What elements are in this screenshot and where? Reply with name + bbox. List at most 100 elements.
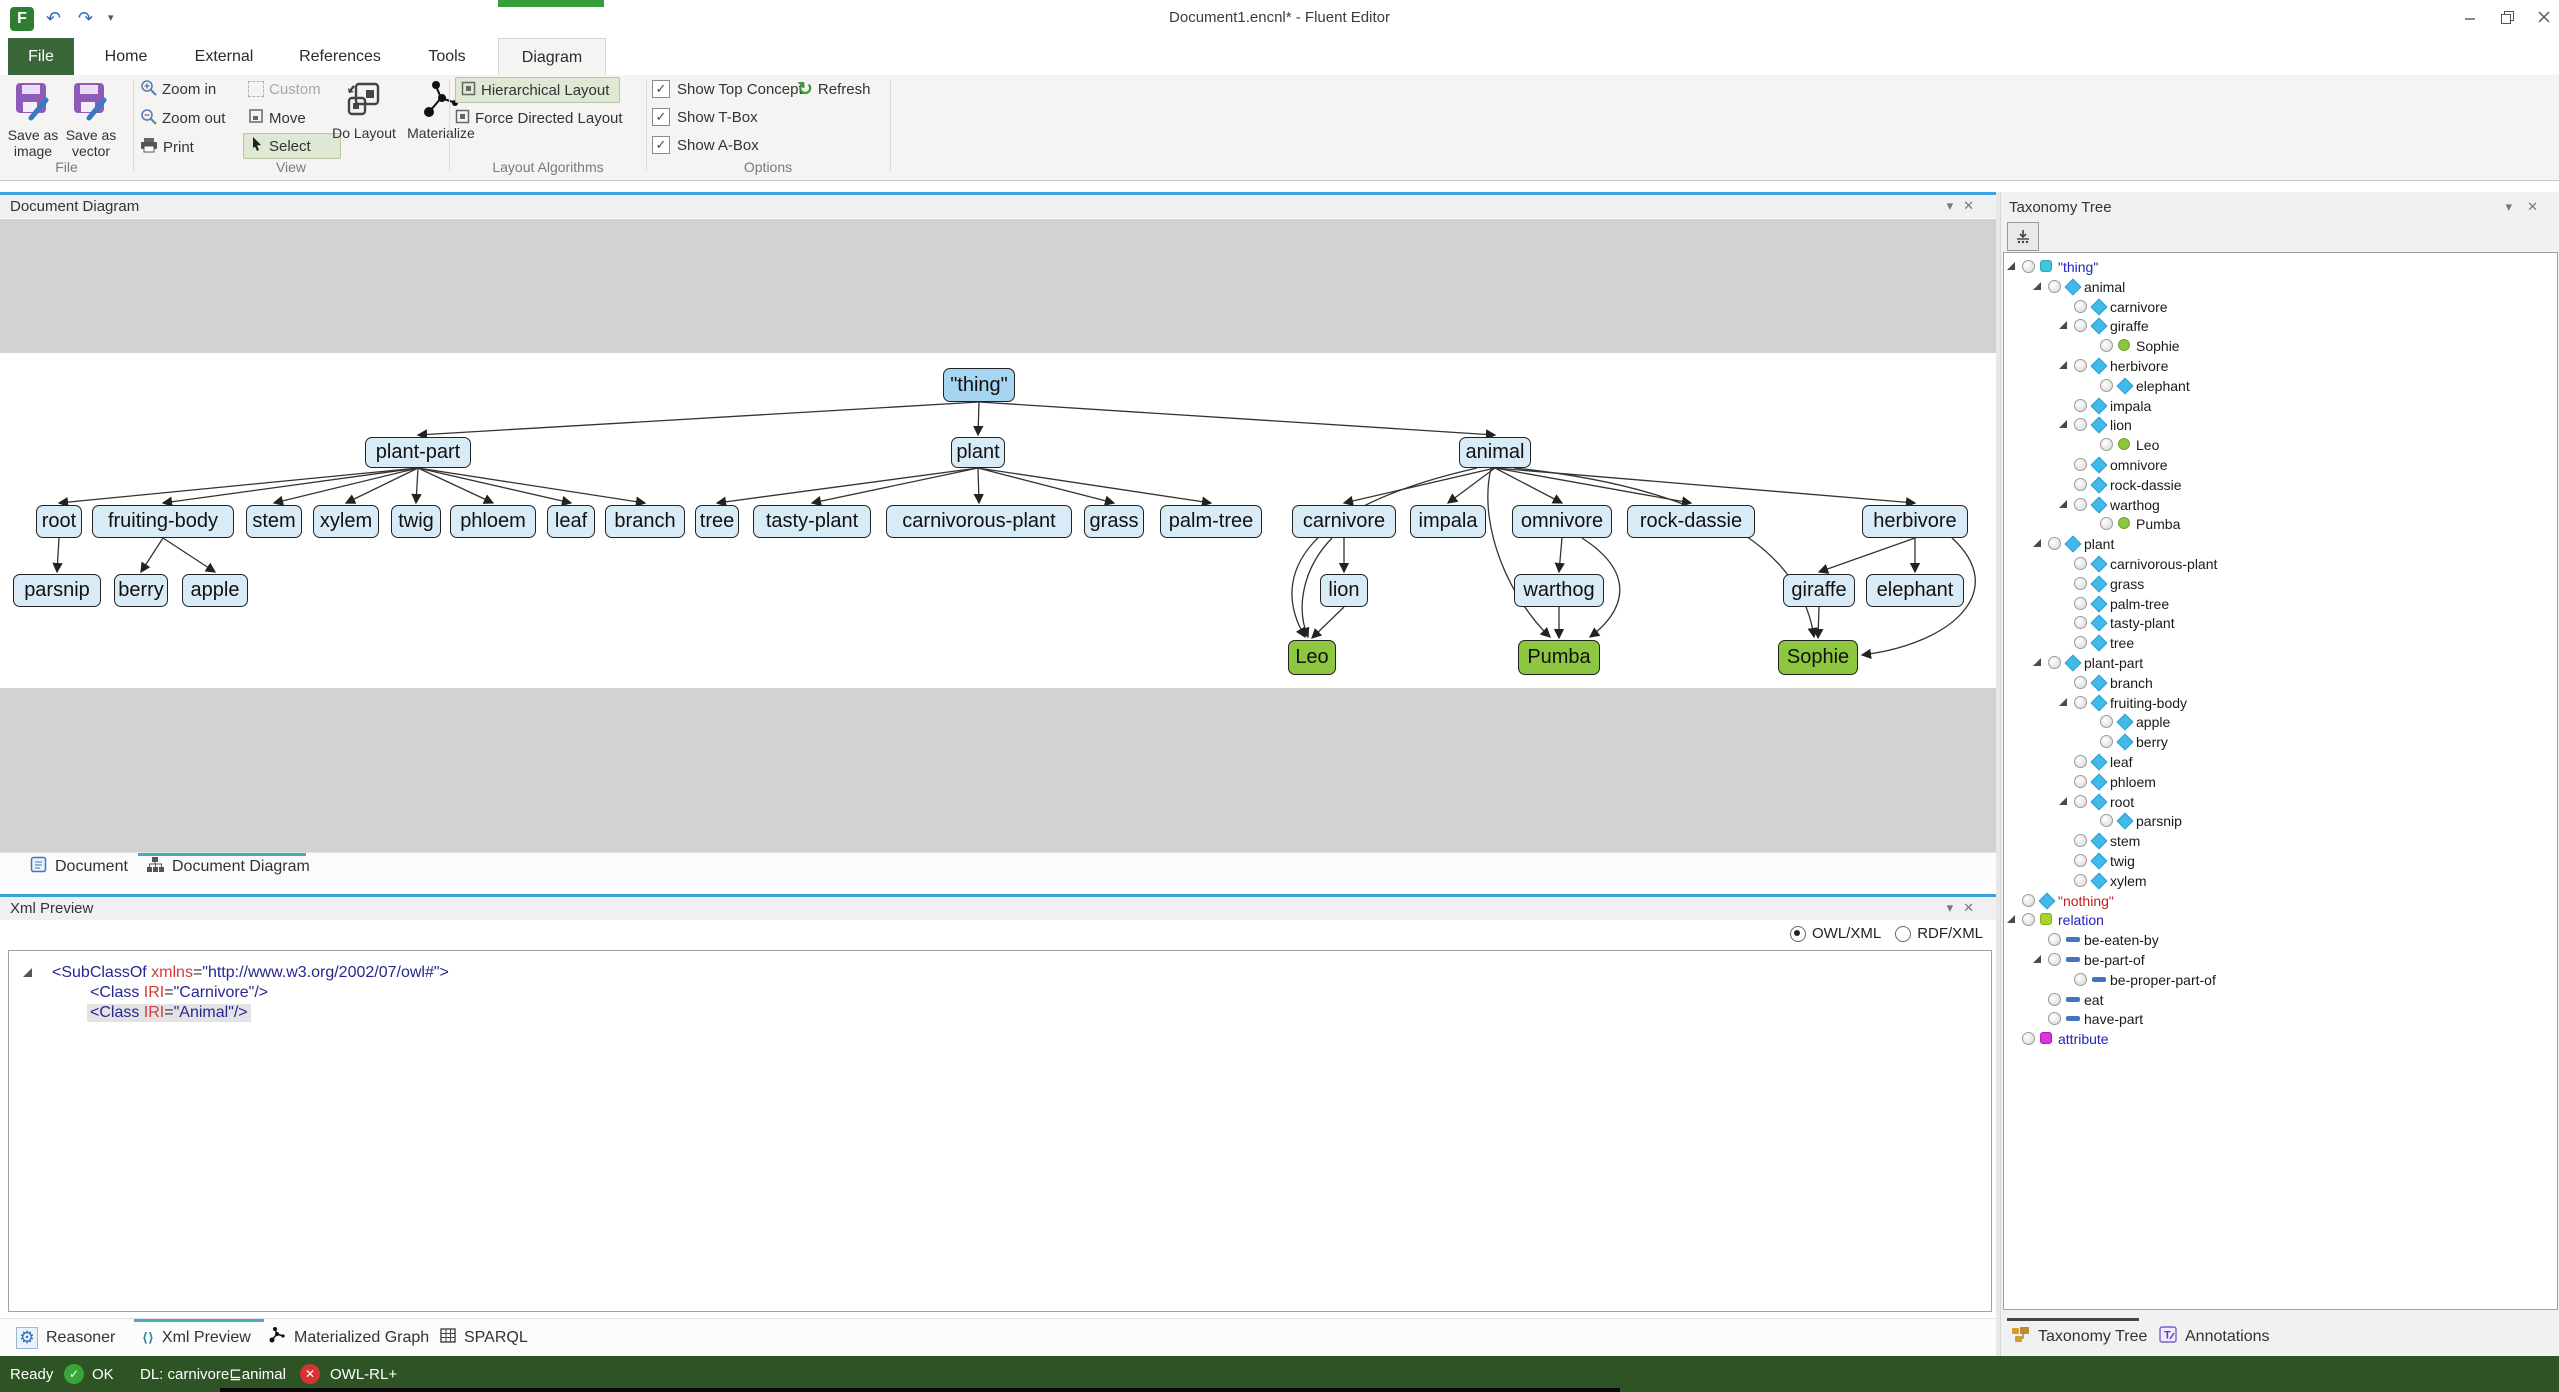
tab-annotations[interactable]: T Annotations <box>2159 1323 2270 1351</box>
tree-item-plant-part[interactable]: plant-part <box>2004 653 2554 672</box>
show-top-concept-checkbox[interactable]: ✓ Show Top Concept <box>652 77 803 101</box>
show-abox-checkbox[interactable]: ✓ Show A-Box <box>652 133 759 157</box>
tree-item-elephant[interactable]: elephant <box>2004 376 2554 395</box>
do-layout-button[interactable]: Do Layout <box>332 77 396 159</box>
tree-item-twig[interactable]: twig <box>2004 851 2554 870</box>
tree-radio[interactable] <box>2074 498 2087 511</box>
diagram-node-rock-dassie[interactable]: rock-dassie <box>1627 505 1755 538</box>
tab-sparql[interactable]: SPARQL <box>440 1324 528 1352</box>
tree-expander-icon[interactable] <box>2033 282 2041 290</box>
tree-radio[interactable] <box>2048 280 2061 293</box>
tree-item-carnivore[interactable]: carnivore <box>2004 297 2554 316</box>
tree-radio[interactable] <box>2074 458 2087 471</box>
tree-expander-icon[interactable] <box>2033 955 2041 963</box>
tree-radio[interactable] <box>2074 359 2087 372</box>
tree-item-branch[interactable]: branch <box>2004 673 2554 692</box>
tree-radio[interactable] <box>2074 696 2087 709</box>
zoom-in-button[interactable]: Zoom in <box>140 77 216 101</box>
tree-item-tree[interactable]: tree <box>2004 633 2554 652</box>
diagram-node-Pumba[interactable]: Pumba <box>1518 640 1600 675</box>
save-as-image-button[interactable]: Save as image <box>4 77 62 159</box>
diagram-node-omnivore[interactable]: omnivore <box>1512 505 1612 538</box>
tree-item-attribute[interactable]: attribute <box>2004 1029 2554 1048</box>
tab-materialized-graph[interactable]: Materialized Graph <box>268 1324 429 1352</box>
tree-item-herbivore[interactable]: herbivore <box>2004 356 2554 375</box>
tab-tools[interactable]: Tools <box>428 47 466 65</box>
tree-item-be-proper-part-of[interactable]: be-proper-part-of <box>2004 970 2554 989</box>
tab-external[interactable]: External <box>194 47 254 65</box>
diagram-node-palm-tree[interactable]: palm-tree <box>1160 505 1262 538</box>
tree-item-plant[interactable]: plant <box>2004 534 2554 553</box>
refresh-button[interactable]: ↻ Refresh <box>797 78 871 100</box>
diagram-node-grass[interactable]: grass <box>1084 505 1144 538</box>
tab-xml-preview[interactable]: ⟨⟩ Xml Preview <box>142 1329 251 1346</box>
diagram-node-lion[interactable]: lion <box>1320 574 1368 607</box>
diagram-node-impala[interactable]: impala <box>1410 505 1486 538</box>
custom-zoom-button[interactable]: Custom <box>248 77 321 101</box>
tree-item-lion[interactable]: lion <box>2004 415 2554 434</box>
tree-expander-icon[interactable] <box>2059 420 2067 428</box>
tree-radio[interactable] <box>2074 676 2087 689</box>
save-as-vector-button[interactable]: Save as vector <box>62 77 120 159</box>
diagram-node-twig[interactable]: twig <box>391 505 441 538</box>
tree-item-stem[interactable]: stem <box>2004 831 2554 850</box>
tree-radio[interactable] <box>2100 715 2113 728</box>
diagram-node-giraffe[interactable]: giraffe <box>1783 574 1855 607</box>
tree-item-palm-tree[interactable]: palm-tree <box>2004 594 2554 613</box>
tree-item-thing[interactable]: "thing" <box>2004 257 2554 276</box>
tree-item-parsnip[interactable]: parsnip <box>2004 811 2554 830</box>
tree-expander-icon[interactable] <box>2007 915 2015 923</box>
tree-item-tasty-plant[interactable]: tasty-plant <box>2004 613 2554 632</box>
tree-radio[interactable] <box>2074 597 2087 610</box>
vertical-splitter[interactable] <box>1996 192 2000 1356</box>
tree-item-impala[interactable]: impala <box>2004 396 2554 415</box>
tree-item-apple[interactable]: apple <box>2004 712 2554 731</box>
tree-radio[interactable] <box>2048 993 2061 1006</box>
diagram-node-Sophie[interactable]: Sophie <box>1778 640 1858 675</box>
tab-document-diagram[interactable]: Document Diagram <box>146 853 310 881</box>
diagram-node-leaf[interactable]: leaf <box>547 505 595 538</box>
tree-item-relation[interactable]: relation <box>2004 910 2554 929</box>
tree-radio[interactable] <box>2074 775 2087 788</box>
diagram-node-Leo[interactable]: Leo <box>1288 640 1336 675</box>
tree-expander-icon[interactable] <box>2059 698 2067 706</box>
diagram-node-thing[interactable]: "thing" <box>943 368 1015 402</box>
tree-radio[interactable] <box>2022 894 2035 907</box>
close-panel-icon[interactable]: ✕ <box>1963 900 1974 915</box>
zoom-out-button[interactable]: Zoom out <box>140 106 225 130</box>
tree-item-have-part[interactable]: have-part <box>2004 1009 2554 1028</box>
diagram-node-tasty-plant[interactable]: tasty-plant <box>753 505 871 538</box>
tree-radio[interactable] <box>2074 834 2087 847</box>
force-directed-layout-button[interactable]: Force Directed Layout <box>455 106 623 130</box>
xml-line[interactable]: <Class IRI="Carnivore"/> <box>23 983 271 1003</box>
quick-access-dropdown-icon[interactable]: ▾ <box>108 12 114 24</box>
undo-icon[interactable]: ↶ <box>46 8 62 28</box>
diagram-node-xylem[interactable]: xylem <box>313 505 379 538</box>
minimize-button[interactable] <box>2455 6 2485 28</box>
app-icon[interactable]: F <box>10 7 34 31</box>
tree-radio[interactable] <box>2048 933 2061 946</box>
diagram-node-warthog[interactable]: warthog <box>1514 574 1604 607</box>
move-button[interactable]: Move <box>248 106 306 130</box>
tree-radio[interactable] <box>2074 973 2087 986</box>
close-panel-icon[interactable]: ✕ <box>1963 198 1974 213</box>
tree-item-be-eaten-by[interactable]: be-eaten-by <box>2004 930 2554 949</box>
select-button[interactable]: Select <box>243 133 341 159</box>
tree-radio[interactable] <box>2100 517 2113 530</box>
rdf-xml-radio[interactable] <box>1895 925 1912 942</box>
print-button[interactable]: Print <box>140 135 194 159</box>
tree-radio[interactable] <box>2074 300 2087 313</box>
diagram-node-elephant[interactable]: elephant <box>1866 574 1964 607</box>
tab-reasoner[interactable]: ⚙ Reasoner <box>16 1324 115 1352</box>
tree-radio[interactable] <box>2100 379 2113 392</box>
diagram-node-plant-part[interactable]: plant-part <box>365 437 471 468</box>
tree-item-be-part-of[interactable]: be-part-of <box>2004 950 2554 969</box>
tree-item-carnivorous-plant[interactable]: carnivorous-plant <box>2004 554 2554 573</box>
diagram-node-phloem[interactable]: phloem <box>450 505 536 538</box>
tree-item-grass[interactable]: grass <box>2004 574 2554 593</box>
tree-item-leaf[interactable]: leaf <box>2004 752 2554 771</box>
diagram-node-berry[interactable]: berry <box>114 574 168 607</box>
tree-item-root[interactable]: root <box>2004 792 2554 811</box>
tree-radio[interactable] <box>2074 616 2087 629</box>
tree-expander-icon[interactable] <box>2033 658 2041 666</box>
